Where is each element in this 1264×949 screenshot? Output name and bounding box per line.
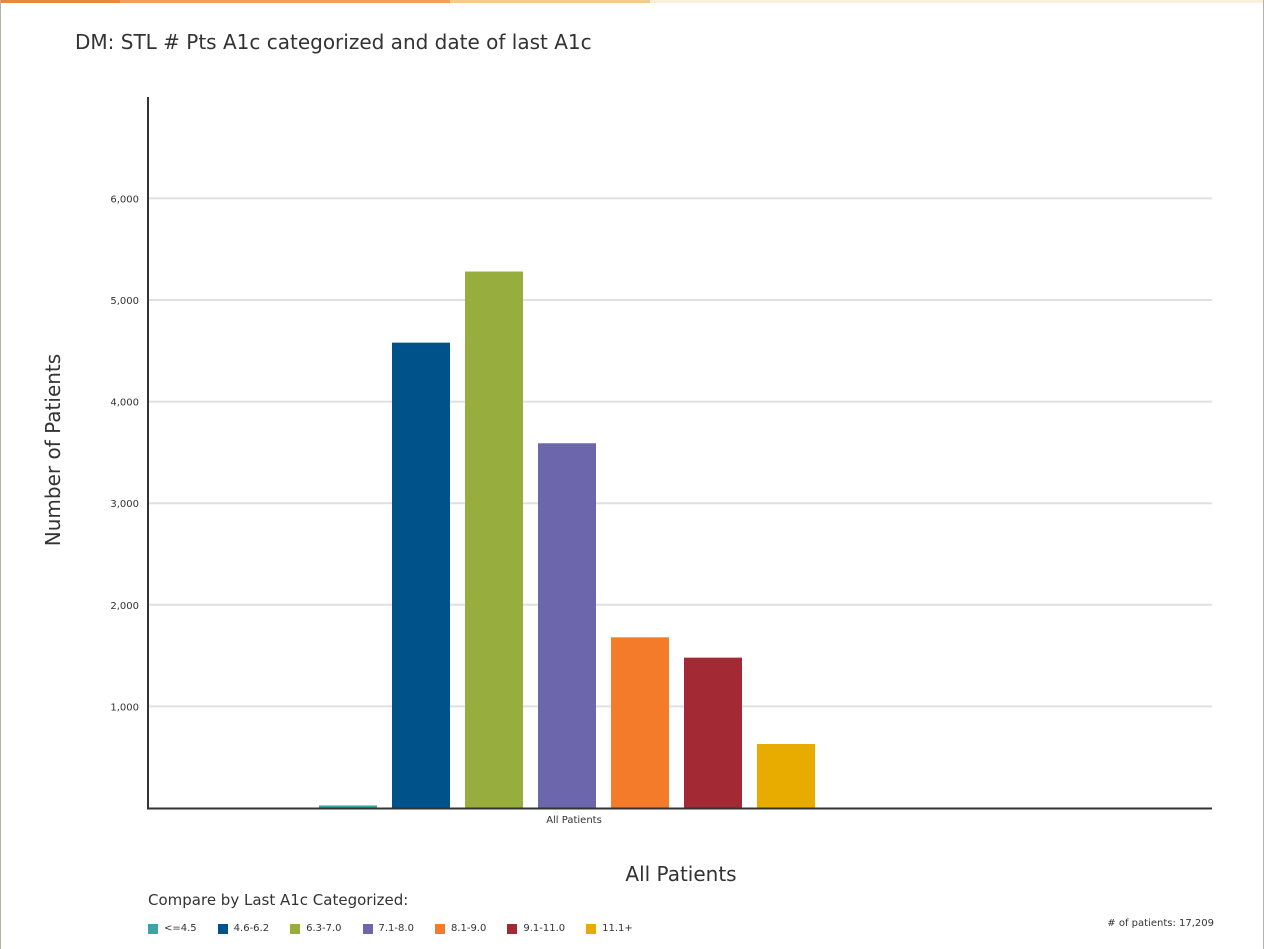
patient-count: # of patients: 17,209 (1107, 918, 1214, 929)
y-tick-label: 3,000 (110, 499, 139, 510)
bar-7.1-8.0[interactable] (538, 443, 596, 808)
legend-item[interactable]: 8.1-9.0 (434, 923, 487, 934)
legend-label: 8.1-9.0 (450, 923, 487, 934)
x-tick-label: All Patients (546, 815, 602, 826)
legend-item[interactable]: 9.1-11.0 (507, 923, 565, 934)
y-tick-labels: 1,000 2,000 3,000 4,000 5,000 6,000 (110, 194, 139, 713)
gridlines (148, 197, 1212, 708)
y-axis-label: Number of Patients (41, 354, 65, 546)
legend-label: 6.3-7.0 (306, 923, 342, 934)
x-axis-label: All Patients (625, 862, 736, 886)
legend-item[interactable]: 7.1-8.0 (362, 923, 414, 934)
legend-label: <=4.5 (164, 923, 197, 934)
legend-swatch (362, 923, 373, 934)
frame-left-border (0, 0, 1, 949)
top-accent-strip (0, 0, 1264, 3)
legend-swatch (434, 923, 445, 934)
legend-swatch (217, 923, 228, 934)
top-strip-segment-2 (120, 0, 450, 3)
legend-swatch (148, 923, 158, 934)
legend-title: Compare by Last A1c Categorized: (148, 891, 409, 909)
y-tick-label: 1,000 (110, 702, 139, 713)
bars (319, 271, 815, 808)
bar-<=4.5[interactable] (319, 805, 377, 808)
legend-label: 9.1-11.0 (523, 923, 566, 934)
y-tick-label: 4,000 (110, 398, 139, 409)
chart-title: DM: STL # Pts A1c categorized and date o… (75, 30, 592, 54)
top-strip-segment-4 (650, 0, 1264, 3)
legend-swatch (586, 923, 597, 934)
legend-item[interactable]: <=4.5 (148, 923, 197, 934)
axes (147, 97, 1212, 810)
top-strip-segment-1 (0, 0, 120, 3)
legend-item[interactable]: 11.1+ (586, 923, 633, 934)
y-tick-label: 2,000 (110, 601, 139, 612)
bar-4.6-6.2[interactable] (392, 342, 450, 808)
legend-label: 4.6-6.2 (233, 923, 270, 934)
y-tick-label: 6,000 (110, 194, 139, 205)
bar-11.1+[interactable] (757, 743, 815, 808)
legend-item[interactable]: 6.3-7.0 (290, 923, 342, 934)
legend: <=4.5 4.6-6.2 6.3-7.0 7.1-8.0 8.1-9.0 9.1-11.… (148, 923, 654, 934)
y-tick-label: 5,000 (110, 296, 139, 307)
bar-6.3-7.0[interactable] (465, 271, 523, 808)
legend-label: 7.1-8.0 (378, 923, 414, 934)
legend-item[interactable]: 4.6-6.2 (217, 923, 270, 934)
legend-swatch (507, 923, 518, 934)
legend-swatch (290, 923, 301, 934)
top-strip-segment-3 (450, 0, 650, 3)
bar-8.1-9.0[interactable] (611, 637, 669, 808)
bar-9.1-11.0[interactable] (684, 657, 742, 808)
legend-label: 11.1+ (602, 923, 633, 934)
